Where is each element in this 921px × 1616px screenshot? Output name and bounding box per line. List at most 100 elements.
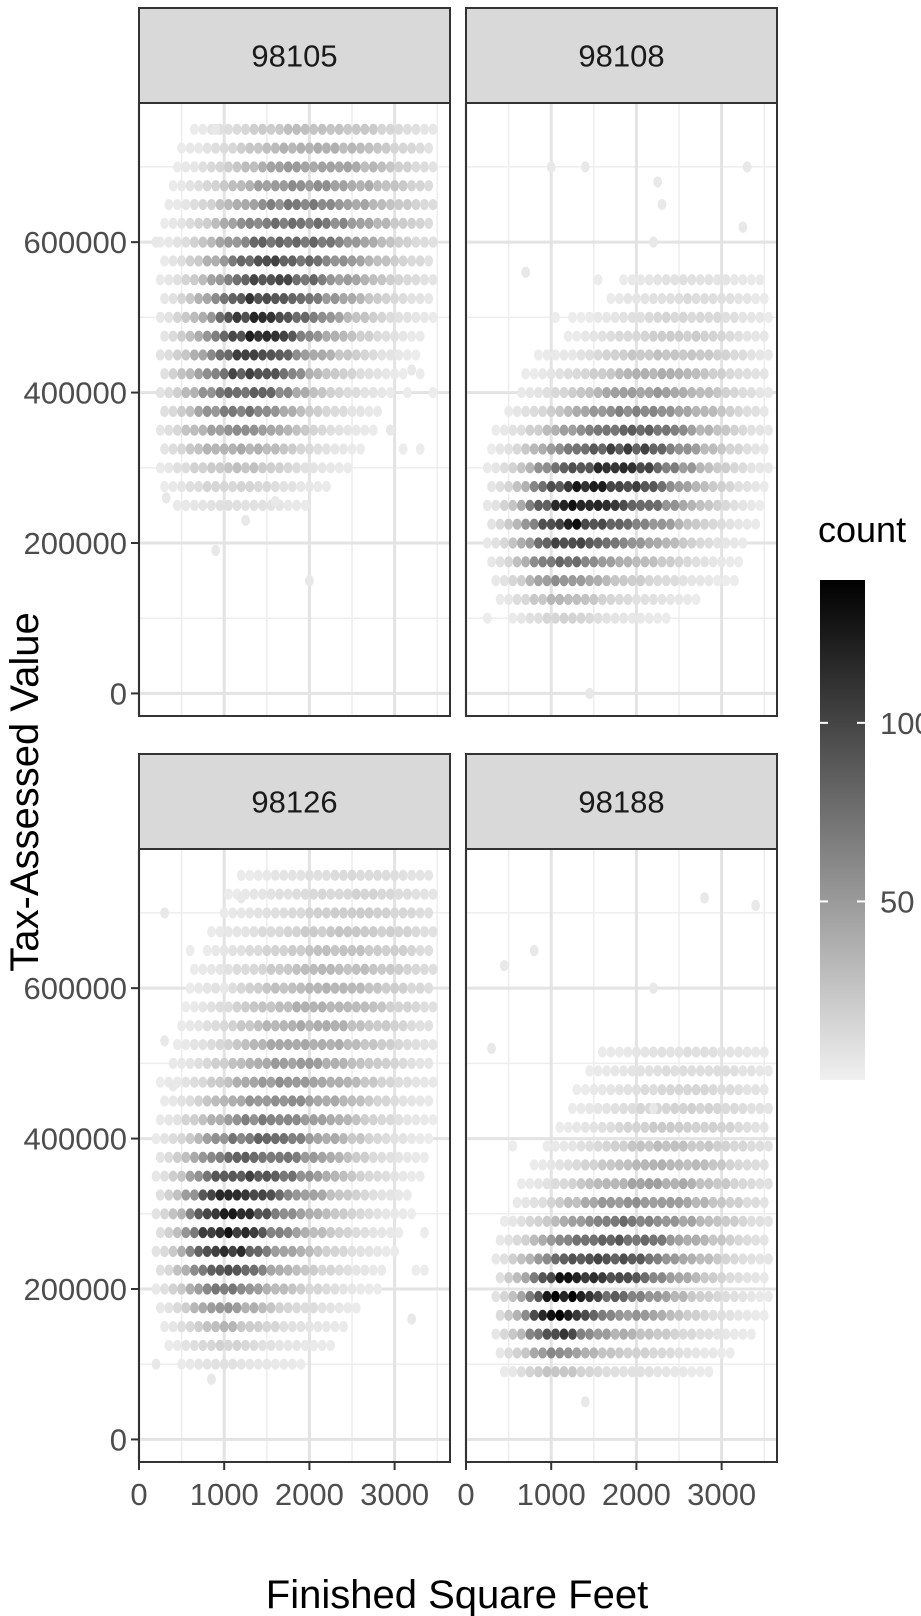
hexbin-cell — [364, 869, 374, 881]
hexbin-cell — [279, 480, 289, 493]
hexbin-cell — [368, 926, 378, 938]
hexbin-cell — [258, 1264, 267, 1276]
hexbin-cell — [632, 1272, 641, 1284]
hexbin-cell — [653, 1178, 663, 1190]
hexbin-cell — [398, 944, 408, 957]
hexbin-cell — [512, 1347, 522, 1359]
hexbin-cell — [390, 217, 400, 229]
hexbin-cell — [712, 1253, 722, 1265]
hexbin-cell — [755, 1178, 765, 1190]
hexbin-cell — [585, 499, 594, 511]
hexbin-cell — [593, 575, 603, 587]
hexbin-cell — [364, 180, 374, 192]
hexbin-cell — [725, 1234, 735, 1246]
hexbin-cell — [360, 1226, 370, 1239]
hexbin-cell — [619, 575, 629, 587]
hexbin-cell — [742, 518, 752, 530]
hexbin-cell — [491, 462, 501, 474]
hexbin-cell — [360, 386, 370, 399]
hexbin-cell — [759, 1196, 769, 1209]
hexbin-cell — [576, 537, 586, 549]
hexbin-cell — [377, 1151, 387, 1163]
hexbin-cell — [516, 386, 526, 399]
hexbin-cell — [580, 1234, 590, 1246]
hexbin-cell — [181, 349, 191, 361]
hexbin-cell — [563, 330, 573, 342]
hexbin-cell — [602, 575, 611, 587]
hexbin-cell — [385, 963, 395, 975]
hexbin-cell — [356, 869, 365, 881]
hexbin-cell — [313, 142, 323, 154]
hexbin-cell — [249, 311, 259, 323]
hexbin-cell — [305, 217, 314, 229]
hexbin-cell — [700, 368, 709, 380]
hexbin-cell — [287, 255, 297, 267]
hexbin-cell — [283, 1038, 293, 1051]
hexbin-cell — [508, 1253, 518, 1265]
hexbin-cell — [538, 480, 548, 493]
hexbin-cell — [691, 480, 701, 493]
hexbin-cell — [351, 386, 361, 399]
hexbin-cell — [189, 161, 199, 173]
hexbin-cell — [627, 462, 637, 474]
hexbin-cell — [313, 1020, 323, 1032]
hexbin-cell — [207, 386, 216, 399]
hexbin-cell — [407, 944, 417, 957]
hexbin-cell — [177, 217, 187, 229]
hexbin-cell — [398, 368, 408, 380]
hexbin-cell — [368, 1038, 378, 1051]
hexbin-cell — [330, 1170, 340, 1182]
hexbin-cell — [228, 405, 238, 417]
hexbin-cell — [326, 1038, 336, 1051]
hexbin-cell — [313, 1245, 323, 1257]
hexbin-cell — [734, 556, 744, 568]
hexbin-cell — [751, 1234, 761, 1246]
hexbin-cell — [377, 386, 387, 399]
hexbin-cell — [695, 1328, 705, 1340]
hexbin-cell — [691, 1347, 701, 1359]
hexbin-cell — [734, 1196, 744, 1209]
y-tick-label: 200000 — [24, 526, 127, 561]
hexbin-cell — [597, 1234, 607, 1246]
hexbin-cell — [219, 1170, 229, 1182]
hexbin-cell — [390, 907, 400, 919]
hexbin-cell — [236, 1095, 246, 1107]
hexbin-cell — [734, 443, 744, 455]
hexbin-cell — [181, 236, 191, 248]
hexbin-cell — [253, 907, 263, 919]
hexbin-cell — [241, 1264, 250, 1276]
hexbin-cell — [691, 443, 701, 455]
hexbin-cell — [661, 462, 671, 474]
hexbin-cell — [224, 1001, 233, 1013]
hexbin-cell — [424, 944, 434, 957]
hexbin-cell — [326, 349, 336, 361]
hexbin-cell — [305, 1020, 314, 1032]
hexbin-cell — [181, 198, 191, 211]
hexbin-cell — [534, 1253, 543, 1265]
hexbin-cell — [232, 1226, 242, 1239]
hexbin-cell — [428, 1076, 438, 1088]
hexbin-cell — [215, 1339, 225, 1352]
hexbin-cell — [407, 364, 417, 376]
hexbin-cell — [721, 575, 731, 587]
hexbin-cell — [305, 330, 314, 342]
hexbin-cell — [589, 330, 599, 342]
hexbin-cell — [168, 292, 178, 305]
hexbin-cell — [232, 963, 242, 975]
hexbin-cell — [198, 1264, 208, 1276]
hexbin-cell — [700, 892, 709, 904]
hexbin-cell — [275, 1339, 284, 1352]
hexbin-cell — [168, 217, 178, 229]
hexbin-cell — [589, 443, 599, 455]
hexbin-cell — [275, 386, 284, 399]
hexbin-cell — [420, 926, 429, 938]
hexbin-cell — [305, 1283, 314, 1295]
hexbin-cell — [678, 311, 688, 323]
hexbin-cell — [759, 1046, 769, 1058]
hexbin-cell — [292, 1001, 302, 1013]
hexbin-cell — [266, 349, 276, 361]
hexbin-cell — [228, 1283, 238, 1295]
hexbin-cell — [249, 1001, 259, 1013]
hexbin-cell — [168, 1321, 178, 1333]
hexbin-cell — [232, 311, 242, 323]
